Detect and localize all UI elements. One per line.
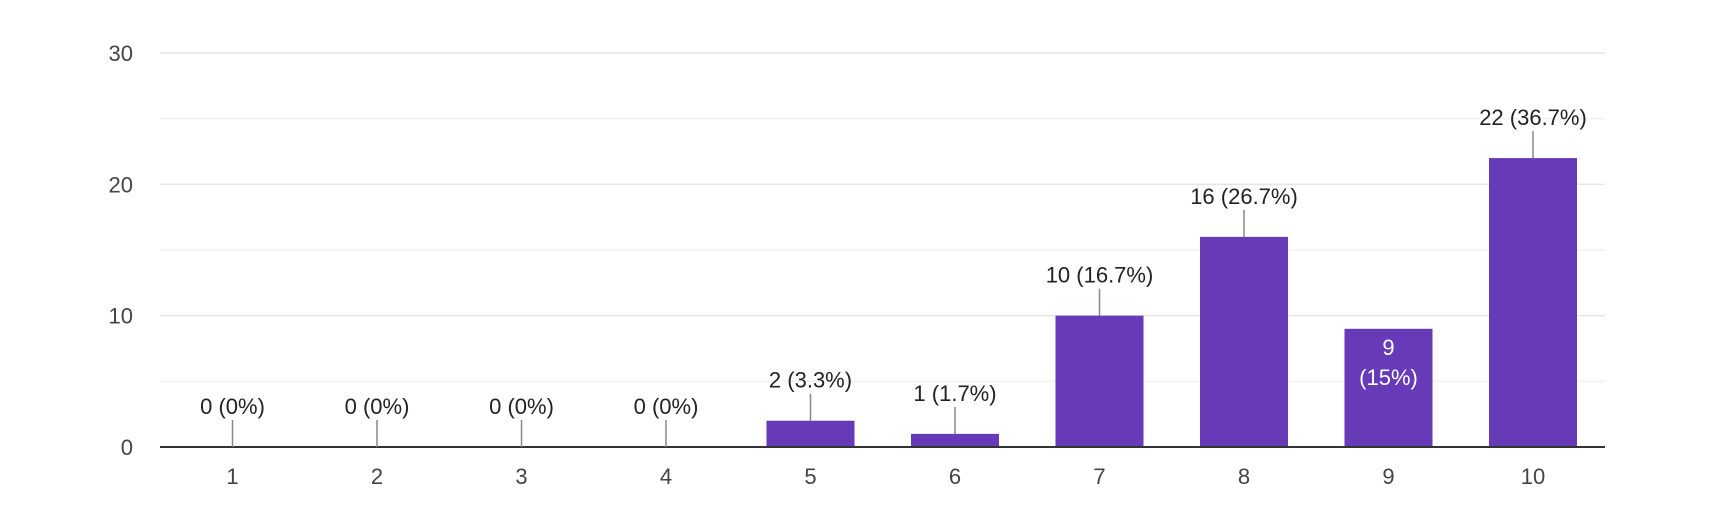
bar (1489, 158, 1577, 448)
y-tick-label: 30 (109, 41, 133, 66)
data-label: 22 (36.7%) (1479, 105, 1587, 130)
bar (1200, 236, 1288, 447)
data-labels: 0 (0%) 0 (0%) 0 (0%) 0 (0%) 2 (3.3%) 1 (1.7%)… (200, 105, 1587, 447)
y-axis-ticks: 0 10 20 30 (109, 41, 133, 460)
bar (1344, 328, 1433, 447)
data-label: 10 (16.7%) (1046, 263, 1154, 288)
data-label: 0 (0%) (345, 394, 410, 419)
data-label: 0 (0%) (200, 394, 265, 419)
data-label: 9 (15%) (1359, 335, 1418, 390)
bar (766, 420, 855, 447)
x-tick-label: 10 (1521, 464, 1545, 489)
data-label: 0 (0%) (489, 394, 554, 419)
bars (766, 158, 1577, 448)
data-label: 2 (3.3%) (769, 368, 852, 393)
x-tick-label: 9 (1382, 464, 1394, 489)
x-tick-label: 4 (660, 464, 672, 489)
x-tick-label: 1 (226, 464, 238, 489)
x-tick-label: 8 (1238, 464, 1250, 489)
data-label: 1 (1.7%) (913, 381, 996, 406)
bar (911, 433, 999, 447)
bar (1055, 315, 1144, 447)
y-tick-label: 10 (109, 304, 133, 329)
x-axis-ticks: 1 2 3 4 5 6 7 8 9 10 (226, 464, 1545, 489)
data-label: 0 (0%) (634, 394, 699, 419)
y-tick-label: 20 (109, 172, 133, 197)
x-tick-label: 5 (804, 464, 816, 489)
data-label: 16 (26.7%) (1190, 184, 1298, 209)
x-tick-label: 7 (1093, 464, 1105, 489)
x-tick-label: 2 (371, 464, 383, 489)
y-tick-label: 0 (121, 435, 133, 460)
x-tick-label: 3 (515, 464, 527, 489)
x-tick-label: 6 (949, 464, 961, 489)
